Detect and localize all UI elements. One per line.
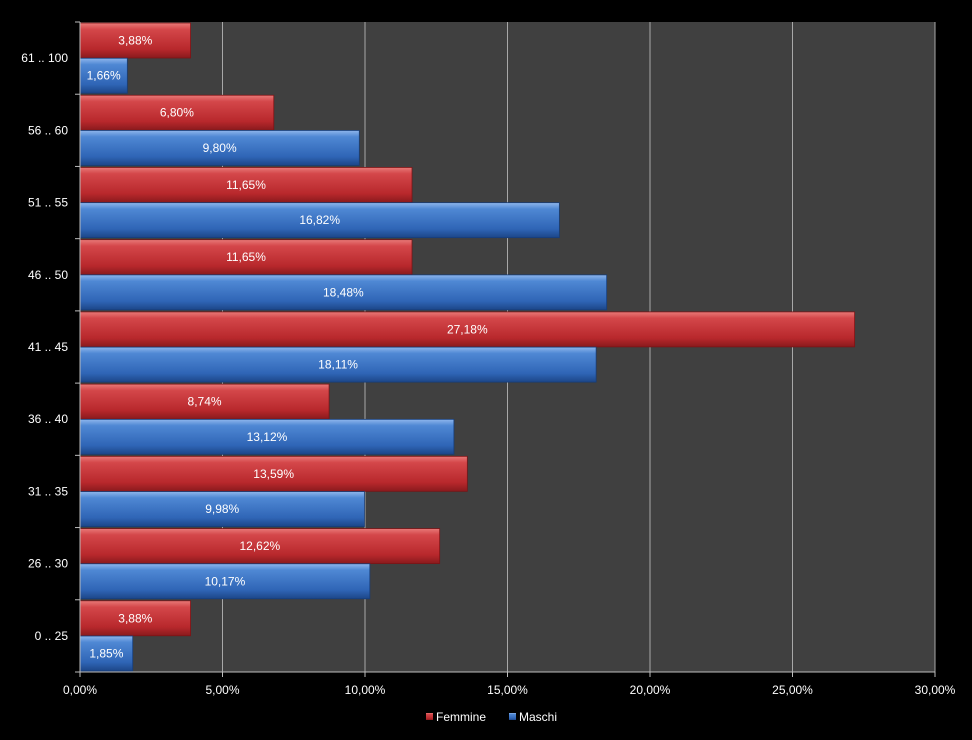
x-tick-label: 20,00%: [630, 683, 671, 697]
data-label-femmine: 11,65%: [226, 178, 266, 192]
legend-swatch-maschi: [509, 713, 516, 720]
data-label-maschi: 16,82%: [299, 213, 340, 227]
y-tick-label: 26 .. 30: [28, 557, 68, 571]
x-tick-label: 10,00%: [345, 683, 386, 697]
data-label-femmine: 3,88%: [118, 611, 152, 625]
legend-swatch-femmine: [426, 713, 433, 720]
y-tick-label: 41 .. 45: [28, 340, 68, 354]
data-label-maschi: 1,66%: [87, 69, 121, 83]
bar-maschi: [79, 130, 360, 166]
bar-maschi: [79, 274, 608, 311]
bar-maschi: [79, 202, 560, 239]
x-tick-label: 15,00%: [487, 683, 528, 697]
legend: Femmine Maschi: [426, 710, 557, 724]
data-label-femmine: 6,80%: [160, 106, 194, 120]
x-tick-label: 25,00%: [772, 683, 813, 697]
bar-maschi: [79, 491, 365, 527]
y-tick-label: 36 .. 40: [28, 412, 68, 426]
bar-femmine: [79, 455, 468, 492]
legend-label-femmine: Femmine: [436, 710, 486, 724]
bar-femmine: [79, 383, 330, 420]
data-label-maschi: 9,80%: [203, 141, 237, 155]
y-tick-label: 51 .. 55: [28, 196, 68, 210]
bar-maschi: [79, 563, 371, 600]
x-tick-label: 0,00%: [63, 683, 97, 697]
y-tick-label: 31 .. 35: [28, 484, 68, 498]
data-label-femmine: 11,65%: [226, 250, 266, 264]
bar-femmine: [79, 528, 441, 564]
data-label-femmine: 8,74%: [188, 395, 222, 409]
bar-femmine: [79, 22, 191, 59]
data-label-maschi: 1,85%: [89, 647, 123, 661]
bar-femmine: [79, 94, 275, 131]
legend-label-maschi: Maschi: [519, 710, 557, 724]
x-tick-label: 5,00%: [205, 683, 239, 697]
axes: 0 .. 25 26 .. 30 31 .. 35 36 .. 40 41 .. 45 4…: [21, 21, 956, 697]
data-label-maschi: 13,12%: [247, 430, 288, 444]
bar-maschi: [79, 346, 597, 383]
data-label-maschi: 9,98%: [205, 502, 239, 516]
y-tick-label: 0 .. 25: [35, 629, 69, 643]
data-label-femmine: 3,88%: [118, 34, 152, 48]
bar-maschi: [79, 57, 128, 94]
y-tick-label: 56 .. 60: [28, 123, 68, 137]
bars: 3,88% 1,85% 12,62% 10,17% 13,59% 9,98% 8,74% 13…: [79, 22, 856, 672]
data-label-femmine: 27,18%: [447, 322, 488, 336]
data-label-maschi: 18,48%: [323, 285, 364, 299]
bar-femmine: [79, 600, 191, 637]
x-tick-label: 30,00%: [915, 683, 956, 697]
data-label-maschi: 10,17%: [205, 574, 246, 588]
y-tick-label: 46 .. 50: [28, 268, 68, 282]
bar-maschi: [79, 418, 455, 455]
y-tick-label: 61 .. 100: [21, 51, 68, 65]
data-label-femmine: 12,62%: [239, 539, 280, 553]
data-label-maschi: 18,11%: [318, 358, 358, 372]
data-label-femmine: 13,59%: [253, 467, 294, 481]
bar-femmine: [79, 239, 413, 276]
